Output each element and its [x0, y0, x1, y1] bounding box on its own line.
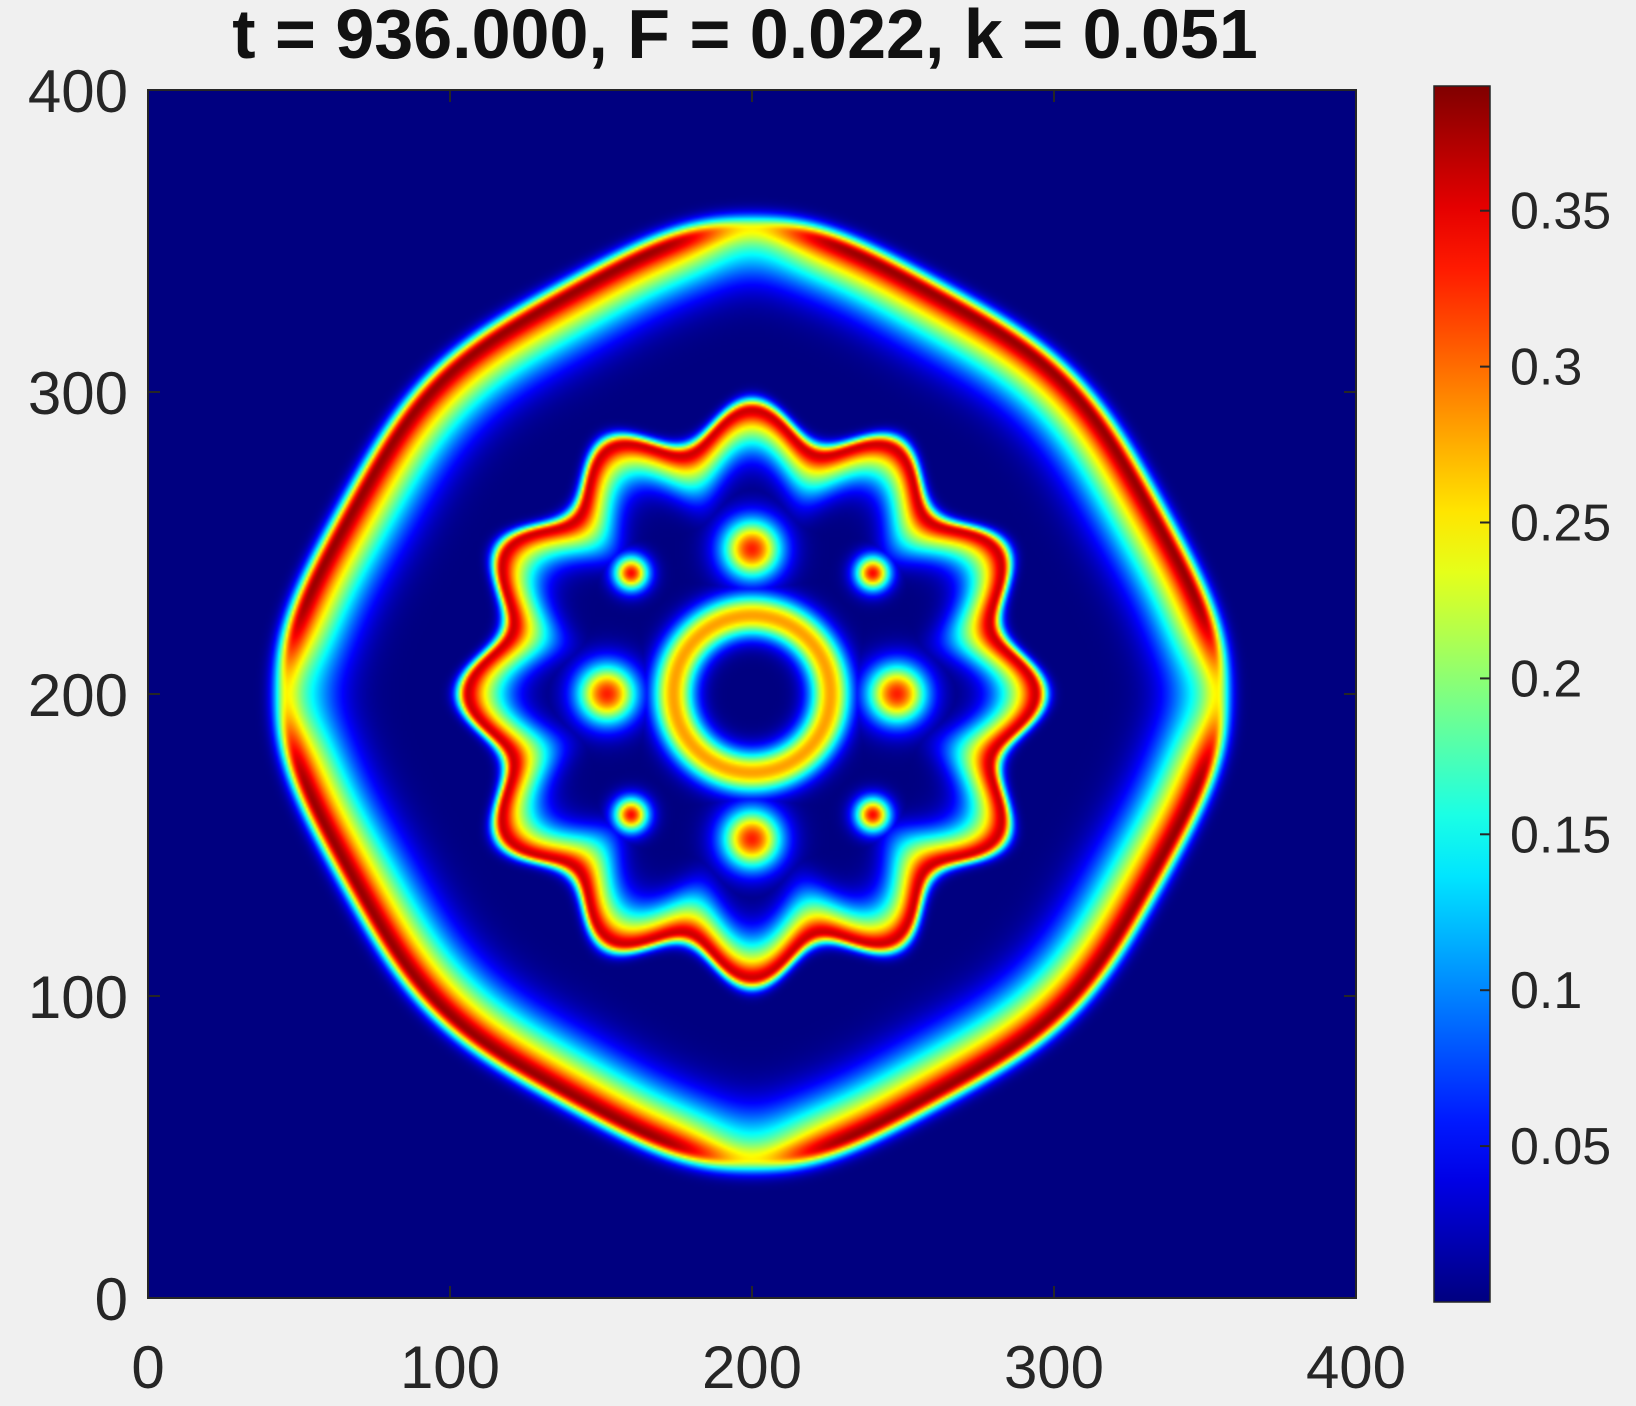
colorbar-tick-label: 0.3 [1510, 339, 1582, 397]
x-tick-label: 100 [400, 1334, 500, 1401]
colorbar-frame [1433, 85, 1491, 1303]
colorbar-tick-label: 0.05 [1510, 1118, 1611, 1176]
colorbar-tick-label: 0.1 [1510, 962, 1582, 1020]
colorbar-gradient [1434, 86, 1490, 1302]
colorbar-tick-label: 0.15 [1510, 806, 1611, 864]
colorbar-tick-label: 0.2 [1510, 650, 1582, 708]
x-tick-label: 300 [1004, 1334, 1104, 1401]
x-tick-label: 200 [702, 1334, 802, 1401]
y-axis: 0 100 200 300 400 [28, 58, 1356, 1333]
y-tick-label: 300 [28, 360, 128, 427]
y-tick-label: 100 [28, 964, 128, 1031]
x-axis: 0 100 200 300 400 [131, 90, 1406, 1401]
colorbar: 0.05 0.1 0.15 0.2 0.25 0.3 0.35 [1433, 85, 1611, 1303]
colorbar-tick-label: 0.25 [1510, 495, 1611, 553]
y-tick-label: 400 [28, 58, 128, 125]
y-tick-label: 200 [28, 662, 128, 729]
x-tick-label: 0 [131, 1334, 164, 1401]
heatmap-container [148, 90, 1356, 1298]
colorbar-tick-label: 0.35 [1510, 183, 1611, 241]
heatmap-canvas [148, 90, 1356, 1298]
colorbar-ticks: 0.05 0.1 0.15 0.2 0.25 0.3 0.35 [1480, 183, 1611, 1176]
y-tick-label: 0 [95, 1266, 128, 1333]
chart-title: t = 936.000, F = 0.022, k = 0.051 [232, 0, 1258, 73]
plot-area [147, 89, 1357, 1299]
x-tick-label: 400 [1306, 1334, 1406, 1401]
